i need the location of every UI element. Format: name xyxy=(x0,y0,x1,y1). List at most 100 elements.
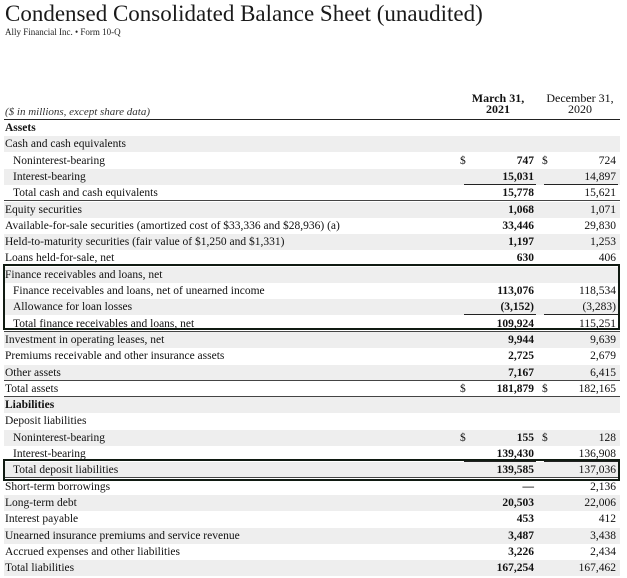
value-march-2021: 139,430 xyxy=(496,448,534,460)
value-march-2021: 453 xyxy=(516,513,534,526)
table-row: Cash and cash equivalents xyxy=(4,136,620,153)
table-row: Total cash and cash equivalents 15,778 15,… xyxy=(4,185,620,202)
value-december-2020: 412 xyxy=(598,513,616,526)
currency-symbol-march: $ xyxy=(460,154,466,167)
value-march-2021: 113,076 xyxy=(497,285,534,297)
row-label: Equity securities xyxy=(5,203,82,216)
value-december-2020: 3,438 xyxy=(590,529,616,542)
table-row: Allowance for loan losses (3,152) (3,283) xyxy=(4,299,620,316)
table-row: Liabilities xyxy=(4,397,620,414)
table-row: Interest-bearing 139,430 136,908 xyxy=(4,446,620,462)
value-december-2020: 1,071 xyxy=(590,203,616,216)
column-header-december-2020: December 31, 2020 xyxy=(546,91,614,116)
value-march-2021: 3,487 xyxy=(508,529,534,542)
value-december-2020: 167,462 xyxy=(578,562,616,575)
row-label: Interest-bearing xyxy=(13,170,86,183)
subtotal-underline xyxy=(464,314,536,316)
value-december-2020: 182,165 xyxy=(578,382,616,395)
row-label: Premiums receivable and other insurance … xyxy=(5,350,225,363)
table-row: Short-term borrowings — 2,136 xyxy=(4,479,620,495)
value-march-2021: 155 xyxy=(516,431,534,444)
row-label: Interest payable xyxy=(5,513,79,526)
value-march-2021: 33,446 xyxy=(502,219,534,232)
value-december-2020: 29,830 xyxy=(584,219,616,232)
value-march-2021: 2,725 xyxy=(508,350,534,363)
value-march-2021: 15,778 xyxy=(502,187,534,200)
row-label: Total cash and cash equivalents xyxy=(13,187,158,200)
row-label: Total liabilities xyxy=(5,562,75,575)
row-label: Cash and cash equivalents xyxy=(5,138,127,151)
table-row: Noninterest-bearing $747 $724 xyxy=(4,153,620,169)
value-december-2020: 118,534 xyxy=(579,285,616,297)
currency-symbol-march: $ xyxy=(460,431,466,444)
value-march-2021: 7,167 xyxy=(508,366,534,379)
row-label: Assets xyxy=(5,122,36,134)
table-row: Total deposit liabilities 139,585 137,036 xyxy=(4,462,620,479)
value-december-2020: 128 xyxy=(598,431,616,444)
value-december-2020: 137,036 xyxy=(578,464,616,477)
value-march-2021: 3,226 xyxy=(508,545,534,558)
row-label: Finance receivables and loans, net of un… xyxy=(13,285,265,297)
table-row: Finance receivables and loans, net xyxy=(4,266,620,283)
value-december-2020: 1,253 xyxy=(590,236,616,249)
row-label: Total deposit liabilities xyxy=(13,464,119,477)
table-row: Assets xyxy=(4,120,620,136)
value-march-2021: 15,031 xyxy=(502,170,534,183)
value-march-2021: 109,924 xyxy=(496,317,534,330)
table-row: Long-term debt 20,503 22,006 xyxy=(4,494,620,511)
document-subtitle: Ally Financial Inc. • Form 10-Q xyxy=(5,27,121,37)
value-december-2020: 2,434 xyxy=(590,545,616,558)
row-label: Available-for-sale securities (amortized… xyxy=(5,219,340,232)
subtotal-underline xyxy=(464,183,536,185)
row-label: Unearned insurance premiums and service … xyxy=(5,529,240,542)
row-label: Finance receivables and loans, net xyxy=(5,268,163,281)
value-march-2021: 167,254 xyxy=(496,562,534,575)
table-row: Investment in operating leases, net 9,944… xyxy=(4,331,620,348)
subtotal-underline xyxy=(544,461,618,462)
value-december-2020: 115,251 xyxy=(579,317,616,330)
row-label: Allowance for loan losses xyxy=(13,301,133,314)
row-label: Short-term borrowings xyxy=(5,480,111,493)
subtotal-underline xyxy=(464,461,536,462)
row-label: Deposit liabilities xyxy=(5,415,87,428)
value-december-2020: 2,679 xyxy=(590,350,616,363)
value-march-2021: 1,197 xyxy=(508,236,534,249)
table-row: Premiums receivable and other insurance … xyxy=(4,348,620,364)
highlight-box-finance-receivables xyxy=(3,264,620,330)
value-march-2021: 1,068 xyxy=(508,203,534,216)
value-march-2021: — xyxy=(522,480,535,493)
subtotal-underline xyxy=(544,314,618,316)
table-row: Noninterest-bearing $155 $128 xyxy=(4,429,620,446)
currency-symbol-december: $ xyxy=(542,382,548,395)
value-march-2021: 9,944 xyxy=(508,333,534,346)
currency-symbol-march: $ xyxy=(460,382,466,395)
value-march-2021: 630 xyxy=(516,252,534,265)
value-march-2021: 747 xyxy=(516,154,534,167)
value-december-2020: 15,621 xyxy=(584,187,616,200)
table-row: Held-to-maturity securities (fair value … xyxy=(4,234,620,251)
table-row: Equity securities 1,068 1,071 xyxy=(4,201,620,218)
document-title: Condensed Consolidated Balance Sheet (un… xyxy=(5,1,483,26)
value-december-2020: 2,136 xyxy=(590,480,616,493)
highlight-box-total-deposits xyxy=(3,459,620,481)
row-label: Accrued expenses and other liabilities xyxy=(5,545,180,558)
row-label: Interest-bearing xyxy=(13,448,86,460)
value-march-2021: 20,503 xyxy=(502,496,534,509)
value-march-2021: 139,585 xyxy=(496,464,534,477)
table-row: Total finance receivables and loans, net… xyxy=(4,316,620,332)
table-row: Accrued expenses and other liabilities 3,… xyxy=(4,544,620,560)
row-label: Loans held-for-sale, net xyxy=(5,252,115,265)
row-label: Long-term debt xyxy=(5,496,77,509)
currency-symbol-december: $ xyxy=(542,431,548,444)
value-december-2020: 14,897 xyxy=(584,170,616,183)
value-december-2020: (3,283) xyxy=(582,301,616,314)
table-row: Interest payable 453 412 xyxy=(4,511,620,527)
row-label: Liabilities xyxy=(5,399,55,412)
subtotal-underline xyxy=(544,183,618,185)
row-label: Noninterest-bearing xyxy=(13,154,105,167)
table-row: Other assets 7,167 6,415 xyxy=(4,364,620,381)
table-row: Total liabilities 167,254 167,462 xyxy=(4,560,620,577)
row-label: Total finance receivables and loans, net xyxy=(13,317,195,330)
row-label: Investment in operating leases, net xyxy=(5,333,165,346)
table-row: Deposit liabilities xyxy=(4,413,620,429)
